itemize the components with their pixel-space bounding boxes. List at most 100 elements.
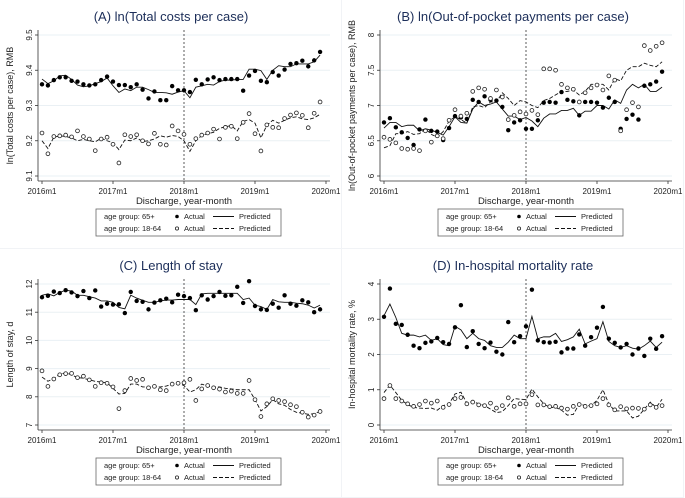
actual-point-18-64 <box>588 85 594 91</box>
legend-predicted-label: Predicted <box>581 473 613 482</box>
actual-point-65plus <box>288 301 293 306</box>
actual-point-65plus <box>500 352 505 357</box>
actual-point-65plus <box>511 120 517 125</box>
actual-point-65plus <box>93 82 98 87</box>
actual-point-18-64 <box>588 403 594 408</box>
actual-point-65plus <box>317 307 323 312</box>
actual-point-65plus <box>229 293 234 298</box>
legend-filled-dot-icon <box>517 214 521 219</box>
actual-point-18-64 <box>75 128 80 134</box>
actual-point-65plus <box>630 112 635 117</box>
x-tick-label: 2017m1 <box>99 187 128 196</box>
legend-actual-label: Actual <box>526 212 547 221</box>
actual-point-65plus <box>288 61 293 67</box>
actual-point-18-64 <box>523 111 529 117</box>
legend-actual-label: Actual <box>184 212 205 221</box>
actual-point-18-64 <box>110 141 116 147</box>
predicted-line-18-64 <box>41 372 321 415</box>
actual-point-65plus <box>594 100 600 105</box>
actual-point-18-64 <box>300 410 305 415</box>
predicted-line-18-64 <box>383 61 663 149</box>
actual-point-65plus <box>541 100 546 105</box>
actual-point-18-64 <box>429 400 434 406</box>
actual-point-65plus <box>399 130 404 135</box>
actual-point-18-64 <box>653 405 659 410</box>
actual-point-65plus <box>500 104 505 110</box>
actual-point-65plus <box>423 117 428 122</box>
actual-point-65plus <box>258 307 264 312</box>
legend-predicted-label: Predicted <box>581 212 613 221</box>
actual-point-65plus <box>140 299 145 304</box>
x-tick-label: 2018m1 <box>512 187 541 196</box>
actual-point-65plus <box>193 77 199 82</box>
legend-actual-label: Actual <box>526 461 547 470</box>
actual-point-65plus <box>387 286 393 291</box>
legend-predicted-label: Predicted <box>581 224 613 233</box>
actual-point-18-64 <box>565 406 570 412</box>
actual-point-18-64 <box>571 404 576 409</box>
y-tick-label: 1 <box>367 387 376 392</box>
actual-point-18-64 <box>98 380 104 386</box>
actual-point-65plus <box>181 88 187 93</box>
actual-point-65plus <box>494 349 499 354</box>
actual-point-18-64 <box>152 384 157 389</box>
y-tick-label: 9.3 <box>25 99 34 111</box>
actual-point-18-64 <box>217 386 222 392</box>
actual-point-18-64 <box>399 146 405 151</box>
actual-point-65plus <box>529 287 535 292</box>
actual-point-18-64 <box>163 142 169 148</box>
actual-point-65plus <box>381 120 387 125</box>
actual-point-18-64 <box>175 380 181 386</box>
actual-point-65plus <box>122 82 128 88</box>
actual-point-65plus <box>488 340 493 345</box>
actual-point-65plus <box>393 125 399 130</box>
actual-point-65plus <box>169 300 175 305</box>
legend-predicted-label: Predicted <box>239 212 271 221</box>
y-tick-label: 4 <box>367 281 376 286</box>
actual-point-65plus <box>270 69 275 75</box>
legend-box <box>437 208 624 237</box>
actual-point-18-64 <box>128 134 134 139</box>
actual-point-65plus <box>423 340 428 346</box>
actual-point-65plus <box>594 325 600 330</box>
actual-point-65plus <box>51 77 57 83</box>
actual-point-18-64 <box>517 109 523 115</box>
actual-point-65plus <box>294 303 299 308</box>
actual-point-18-64 <box>405 146 410 152</box>
actual-point-18-64 <box>470 89 476 94</box>
x-tick-label: 2020m1 <box>312 187 341 196</box>
actual-point-65plus <box>199 82 204 87</box>
actual-point-65plus <box>559 350 564 355</box>
actual-point-18-64 <box>211 126 216 132</box>
y-axis-label: ln(Out-of-pocket payments per case), RMB <box>347 20 357 191</box>
actual-point-65plus <box>246 278 252 284</box>
actual-point-18-64 <box>92 384 98 389</box>
actual-point-65plus <box>636 117 641 122</box>
actual-point-18-64 <box>163 388 169 393</box>
legend-actual-label: Actual <box>184 461 205 470</box>
legend: age group: 65+ age group: 18-64 Actual Actu… <box>437 208 624 237</box>
actual-point-18-64 <box>169 123 175 129</box>
actual-point-65plus <box>630 352 635 357</box>
actual-point-18-64 <box>317 99 323 105</box>
actual-point-18-64 <box>276 398 281 403</box>
legend: age group: 65+ age group: 18-64 Actual Actu… <box>437 457 624 486</box>
actual-point-65plus <box>529 126 535 131</box>
y-tick-label: 11 <box>25 308 34 317</box>
actual-point-65plus <box>69 290 74 295</box>
actual-point-18-64 <box>146 141 151 147</box>
actual-point-65plus <box>104 74 110 79</box>
actual-point-18-64 <box>618 404 623 409</box>
chart-title: (C) Length of stay <box>119 258 223 273</box>
x-tick-label: 2020m1 <box>312 436 341 445</box>
actual-point-65plus <box>381 314 387 319</box>
x-axis-label: Discharge, year-month <box>478 196 574 207</box>
actual-point-65plus <box>122 310 128 316</box>
x-axis-label: Discharge, year-month <box>478 445 574 456</box>
actual-point-18-64 <box>193 398 199 403</box>
actual-point-65plus <box>205 297 210 302</box>
actual-point-65plus <box>276 73 281 78</box>
actual-point-65plus <box>164 98 169 103</box>
actual-point-18-64 <box>423 398 428 404</box>
actual-point-18-64 <box>423 128 428 134</box>
